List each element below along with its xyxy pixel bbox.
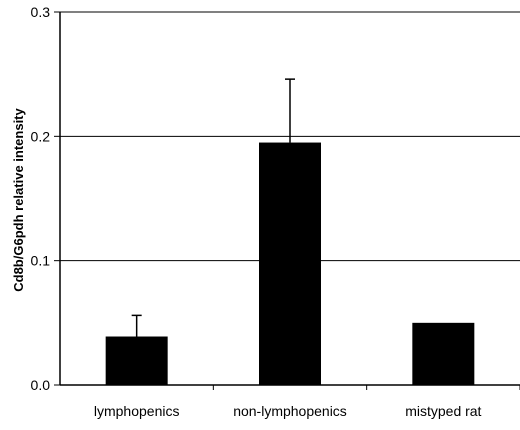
x-category-label: mistyped rat <box>405 403 481 419</box>
y-tick-label: 0.3 <box>31 4 51 20</box>
bar-lymphopenics <box>105 336 168 385</box>
axes <box>54 11 520 390</box>
x-category-label: non-lymphopenics <box>233 403 347 419</box>
tick-labels: 0.0 0.1 0.2 0.3 lymphopenics non-lymphopenics… <box>31 4 482 419</box>
y-axis-title: Cd8b/G6pdh relative intensity <box>11 107 26 291</box>
y-tick-label: 0.1 <box>31 253 51 269</box>
x-category-label: lymphopenics <box>94 403 180 419</box>
y-tick-label: 0.2 <box>31 128 51 144</box>
bars <box>105 78 475 385</box>
bar-non-lymphopenics <box>259 142 321 385</box>
y-tick-label: 0.0 <box>31 377 51 393</box>
bar-mistyped-rat <box>412 322 475 385</box>
